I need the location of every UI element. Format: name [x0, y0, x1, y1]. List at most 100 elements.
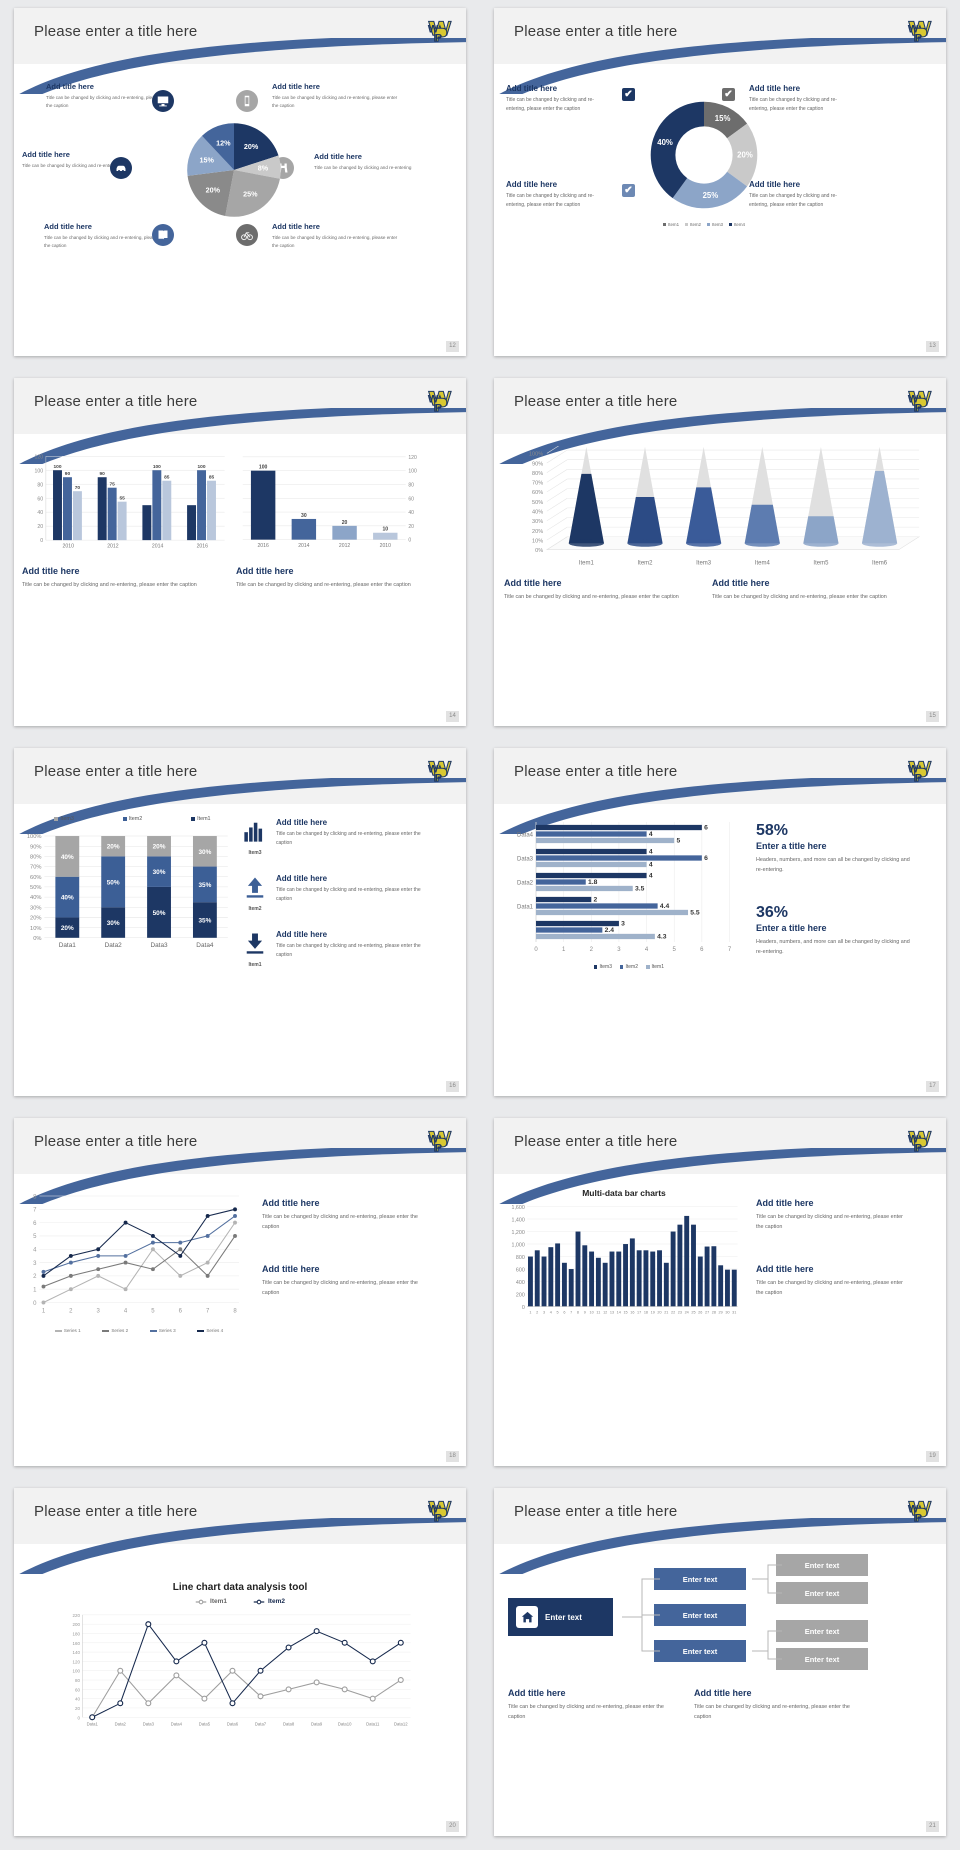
caption-title: Add title here [22, 566, 80, 576]
flow-box-mid-2[interactable]: Enter text [654, 1604, 746, 1626]
svg-text:P: P [915, 1142, 923, 1153]
cone-chart: 0% 10% 20% 30% 40% 50% 60% 70% 80% 90% 100% Item1 It… [529, 440, 921, 567]
svg-text:60%: 60% [30, 875, 41, 881]
svg-text:3: 3 [543, 1310, 545, 1314]
smartphone-icon [236, 90, 258, 112]
svg-text:Data1: Data1 [59, 942, 77, 949]
svg-text:Item4: Item4 [755, 561, 771, 567]
svg-text:80: 80 [408, 482, 414, 488]
svg-text:Data3: Data3 [150, 942, 168, 949]
swoosh-shape [499, 1148, 946, 1204]
donut-chart-container: 15% 20% 25% 40% [639, 90, 769, 220]
checkbox-checked-icon[interactable]: ✔ [622, 184, 635, 197]
chart-title: Multi-data bar charts [582, 1188, 666, 1198]
legend-item: Item3 [707, 222, 723, 227]
list-item-3: Add title here Title can be changed by cl… [276, 930, 424, 961]
svg-text:W: W [428, 394, 439, 406]
checkbox-checked-icon[interactable]: ✔ [622, 88, 635, 101]
stack-segment-label: 50% [153, 910, 166, 917]
stat-title: Enter a title here [756, 922, 827, 933]
svg-text:2014: 2014 [152, 544, 164, 550]
svg-text:100: 100 [153, 464, 161, 470]
svg-text:1: 1 [42, 1308, 46, 1314]
svg-text:P: P [915, 402, 923, 413]
flow-box-right-2[interactable]: Enter text [776, 1582, 868, 1604]
svg-text:4: 4 [649, 831, 653, 838]
svg-text:W: W [908, 394, 919, 406]
svg-text:400: 400 [516, 1280, 525, 1286]
svg-text:Data4: Data4 [517, 832, 534, 838]
svg-text:90: 90 [100, 471, 106, 477]
svg-text:120: 120 [408, 455, 417, 461]
caption-title: Add title here [756, 1198, 814, 1208]
decorative-swoosh [494, 38, 946, 94]
svg-text:4.3: 4.3 [657, 933, 667, 940]
svg-text:20%: 20% [30, 916, 41, 922]
legend-label: Item2 [268, 1598, 285, 1605]
svg-text:10: 10 [589, 1310, 593, 1314]
svg-text:100%: 100% [27, 834, 42, 840]
svg-text:3: 3 [621, 920, 625, 927]
flow-box-right-4[interactable]: Enter text [776, 1648, 868, 1670]
caption-title: Add title here [756, 1264, 814, 1274]
page-title: Please enter a title here [34, 1503, 198, 1520]
home-node-label: Enter text [545, 1612, 582, 1622]
svg-text:27: 27 [705, 1310, 709, 1314]
stat-title: Enter a title here [756, 840, 827, 851]
svg-text:P: P [435, 1142, 443, 1153]
page-title: Please enter a title here [34, 1133, 198, 1150]
cone-chart: 0% 10% 20% 30% 40% 50% 60% 70% 80% 90% 100% Item1 It… [504, 440, 936, 571]
caption-block-2: Add title here Title can be changed by cl… [712, 578, 897, 602]
flow-box-mid-1[interactable]: Enter text [654, 1568, 746, 1590]
legend-swatch [707, 223, 710, 226]
svg-text:P: P [915, 1512, 923, 1523]
svg-text:2: 2 [536, 1310, 538, 1314]
list-item-caption: Title can be changed by clicking and re-… [276, 887, 421, 903]
donut-chart: 15% 20% 25% 40% [650, 101, 758, 209]
svg-text:10%: 10% [532, 538, 543, 544]
svg-text:26: 26 [698, 1310, 702, 1314]
slide-body: 0% 10% 20% 30% 40% 50% 60% 70% 80% 90% 100% Item1 It… [494, 440, 946, 714]
svg-text:5: 5 [673, 947, 677, 953]
decorative-swoosh [494, 408, 946, 464]
pie-slice-label: 20% [206, 185, 221, 194]
chart-legend: Item1 Item2 [14, 1598, 466, 1605]
horizontal-bar-chart: 0 1 2 3 4 5 6 7 6 4 5 Data4 4 6 4 Data3 4 1.8 3.5 Data2 2 4.4… [517, 822, 732, 953]
flow-box-right-3[interactable]: Enter text [776, 1620, 868, 1642]
stack-segment-label: 20% [107, 844, 120, 851]
svg-text:5: 5 [33, 1234, 37, 1240]
svg-text:30: 30 [725, 1310, 729, 1314]
svg-text:2012: 2012 [339, 543, 350, 549]
home-node[interactable]: Enter text [508, 1598, 613, 1636]
legend-label: Item1 [210, 1598, 227, 1605]
caption-title: Add title here [712, 578, 770, 588]
svg-text:13: 13 [610, 1310, 614, 1314]
caption-text: Title can be changed by clicking and re-… [756, 1214, 903, 1230]
list-item-label: Item3 [248, 850, 262, 856]
flow-box-right-1[interactable]: Enter text [776, 1554, 868, 1576]
svg-text:Data3: Data3 [517, 856, 534, 862]
legend-marker [253, 1599, 265, 1605]
svg-text:100: 100 [53, 464, 61, 470]
svg-text:Item5: Item5 [813, 561, 829, 567]
flow-box-mid-3[interactable]: Enter text [654, 1640, 746, 1662]
svg-text:80: 80 [75, 1678, 80, 1683]
svg-text:Item2: Item2 [637, 561, 653, 567]
svg-text:200: 200 [516, 1292, 525, 1298]
svg-text:180: 180 [73, 1632, 81, 1637]
swoosh-shape [499, 778, 946, 834]
slide-cell-1: Please enter a title here W P Add title her… [0, 0, 480, 370]
wp-logo-icon: WP [428, 390, 452, 414]
line-analysis-chart: 0 20 40 60 80 100 120 140 160 180 200 220 Data1 Data2… [24, 1610, 456, 1740]
svg-text:100: 100 [198, 464, 206, 470]
bicycle-icon [236, 224, 258, 246]
svg-text:25: 25 [691, 1310, 695, 1314]
svg-text:20: 20 [342, 520, 348, 526]
svg-text:85: 85 [209, 475, 215, 481]
svg-text:0: 0 [40, 538, 43, 544]
info-block-caption: Title can be changed by clicking and re-… [506, 193, 594, 209]
svg-text:W: W [908, 1504, 919, 1516]
slide-18: Please enter a title here W P 0 1 2 3 4 5 6 7 8 1 2 3 4… [14, 1118, 466, 1466]
checkbox-checked-icon[interactable]: ✔ [722, 88, 735, 101]
svg-text:28: 28 [712, 1310, 716, 1314]
